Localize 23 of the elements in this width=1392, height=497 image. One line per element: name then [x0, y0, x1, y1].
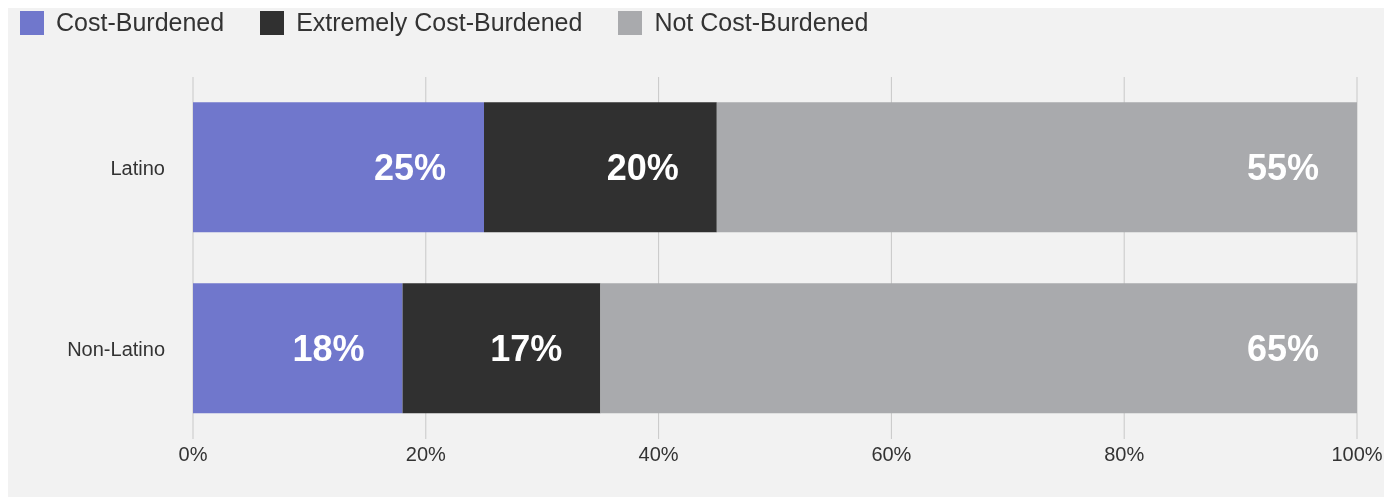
- data-label: 55%: [1246, 146, 1319, 188]
- legend-label: Not Cost-Burdened: [654, 8, 869, 37]
- bar: [484, 102, 717, 233]
- bar: [402, 283, 601, 414]
- legend-label: Extremely Cost-Burdened: [296, 8, 583, 37]
- bar: [600, 283, 1357, 414]
- x-tick-label: 100%: [1331, 443, 1383, 466]
- bar: [193, 283, 403, 414]
- data-label: 20%: [606, 146, 679, 188]
- bar: [193, 102, 484, 233]
- data-label: 65%: [1246, 327, 1319, 369]
- x-tick-label: 20%: [405, 443, 447, 466]
- y-tick-label: Latino: [110, 156, 165, 179]
- data-label: 25%: [373, 146, 446, 188]
- x-tick-label: 40%: [638, 443, 679, 466]
- y-tick-label: Non-Latino: [67, 337, 165, 360]
- x-tick-label: 0%: [178, 443, 208, 466]
- legend-label: Cost-Burdened: [56, 8, 225, 37]
- data-label: 18%: [292, 327, 365, 369]
- bar: [716, 102, 1357, 233]
- x-tick-label: 80%: [1104, 443, 1145, 466]
- data-label: 17%: [490, 327, 563, 369]
- x-tick-label: 60%: [871, 443, 912, 466]
